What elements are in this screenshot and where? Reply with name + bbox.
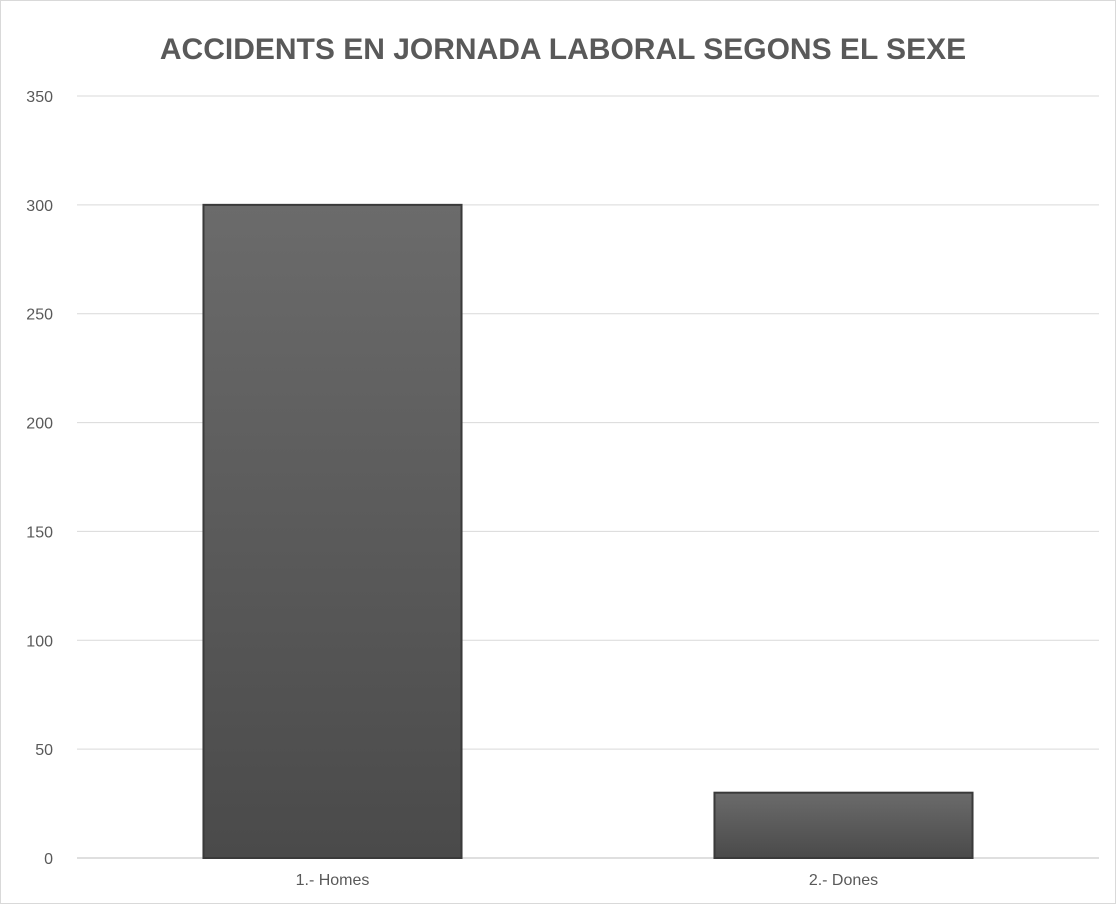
y-tick-label: 0 [44, 851, 53, 868]
y-tick-label: 250 [26, 307, 53, 324]
y-tick-label: 50 [35, 742, 53, 759]
y-axis-tick-labels: 0 50 100 150 200 250 300 350 [26, 89, 53, 868]
y-tick-label: 300 [26, 198, 53, 215]
bars [202, 203, 974, 860]
y-tick-label: 350 [26, 89, 53, 106]
bar-1 [202, 203, 463, 860]
x-tick-label: 2.- Dones [809, 872, 878, 889]
y-tick-label: 200 [26, 416, 53, 433]
x-axis-tick-labels: 1.- Homes 2.- Dones [296, 872, 879, 889]
y-tick-label: 100 [26, 633, 53, 650]
x-tick-label: 1.- Homes [296, 872, 370, 889]
chart-title: ACCIDENTS EN JORNADA LABORAL SEGONS EL S… [160, 33, 966, 66]
y-tick-label: 150 [26, 524, 53, 541]
bar-2 [713, 791, 974, 860]
